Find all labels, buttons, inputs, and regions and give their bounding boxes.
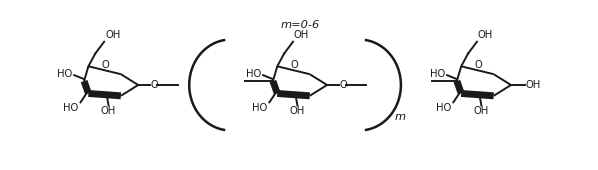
Text: HO: HO — [246, 69, 261, 79]
Text: O: O — [102, 60, 109, 70]
Text: HO: HO — [252, 103, 267, 113]
Text: O: O — [151, 80, 158, 90]
Text: OH: OH — [294, 30, 309, 40]
Text: m=0-6: m=0-6 — [280, 20, 319, 30]
Text: HO: HO — [436, 103, 451, 113]
Text: O: O — [475, 60, 483, 70]
Text: OH: OH — [478, 30, 493, 40]
Text: m: m — [395, 113, 405, 122]
Text: OH: OH — [105, 30, 120, 40]
Text: OH: OH — [474, 106, 489, 116]
Text: HO: HO — [57, 69, 72, 79]
Text: HO: HO — [430, 69, 445, 79]
Text: OH: OH — [290, 106, 305, 116]
Text: O: O — [340, 80, 347, 90]
Text: HO: HO — [63, 103, 78, 113]
Text: OH: OH — [101, 106, 116, 116]
Text: O: O — [291, 60, 298, 70]
Text: OH: OH — [526, 80, 541, 90]
